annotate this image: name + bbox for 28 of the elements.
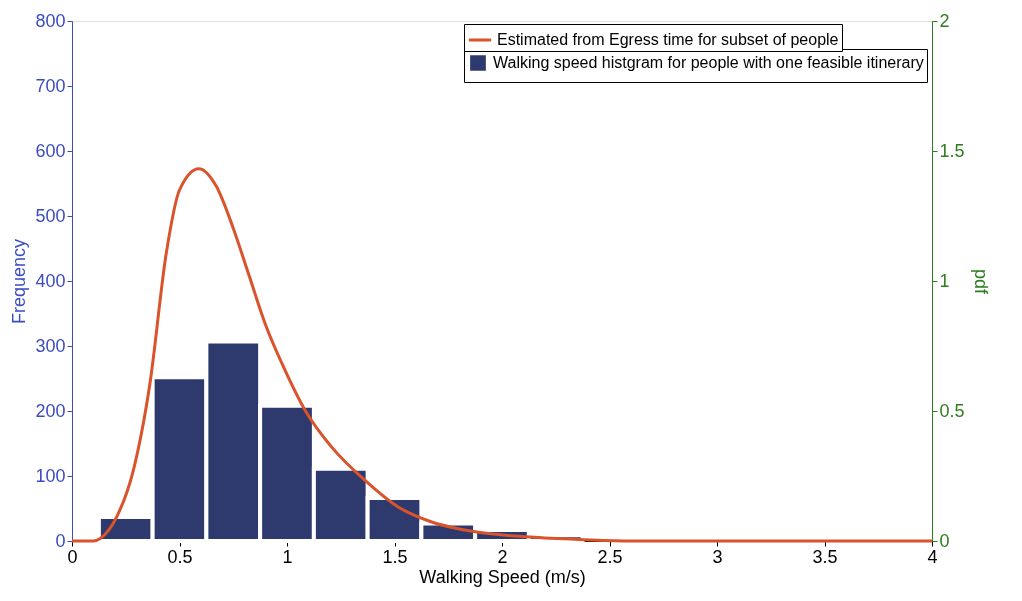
legend-label: Walking speed histgram for people with one feasible itinerary xyxy=(493,54,924,71)
y-tick-label: 600 xyxy=(35,140,66,161)
y-tick-label: 700 xyxy=(35,75,66,96)
x-tick-label: 3 xyxy=(712,546,723,567)
x-axis-title: Walking Speed (m/s) xyxy=(419,566,586,587)
x-tick-label: 1 xyxy=(282,546,293,567)
x-tick-label: 2.5 xyxy=(597,546,623,567)
x-tick-label: 1.5 xyxy=(382,546,408,567)
y2-tick-label: 0 xyxy=(939,530,950,551)
x-tick-label: 4 xyxy=(927,546,938,567)
x-tick-label: 2 xyxy=(497,546,508,567)
x-tick-label: 3.5 xyxy=(812,546,838,567)
y-tick-label: 200 xyxy=(35,400,66,421)
y-tick-label: 300 xyxy=(35,335,66,356)
y2-axis-title: pdf xyxy=(970,268,991,296)
y2-tick-label: 2 xyxy=(939,10,950,31)
y-tick-label: 0 xyxy=(55,530,66,551)
y-tick-label: 800 xyxy=(35,10,66,31)
y2-tick-label: 0.5 xyxy=(939,400,965,421)
y2-tick-label: 1.5 xyxy=(939,140,965,161)
x-tick-label: 0.5 xyxy=(167,546,193,567)
y2-tick-label: 1 xyxy=(939,270,950,291)
line-series xyxy=(70,167,934,543)
legend-label: Estimated from Egress time for subset of people xyxy=(497,31,839,48)
y-axis-title: Frequency xyxy=(9,238,30,325)
y-tick-label: 100 xyxy=(35,465,66,486)
y-tick-label: 400 xyxy=(35,270,66,291)
y-tick-label: 500 xyxy=(35,205,66,226)
